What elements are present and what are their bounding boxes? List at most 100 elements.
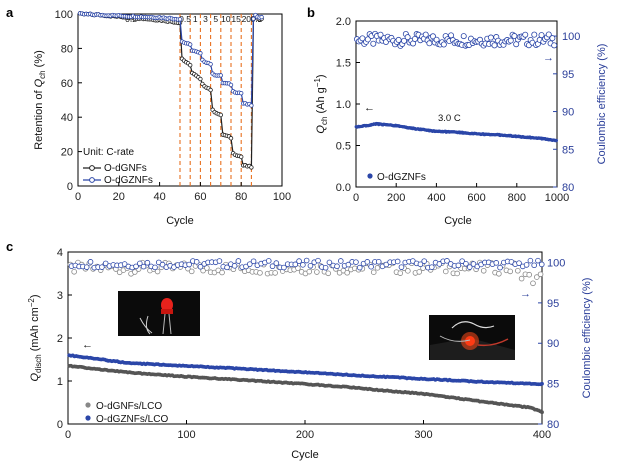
ce-point bbox=[487, 34, 494, 41]
ce-point-blue bbox=[436, 261, 443, 267]
ce-point bbox=[531, 31, 538, 38]
ce-point-gray bbox=[344, 269, 350, 276]
ce-point-gray bbox=[496, 270, 502, 277]
led-base-left bbox=[161, 309, 173, 314]
ce-point-gray bbox=[480, 267, 487, 274]
panel-a-ylabel: Retention of Qch (%) bbox=[33, 50, 47, 150]
x-tick-label: 40 bbox=[153, 191, 165, 203]
ce-point-gray bbox=[515, 267, 521, 274]
y2-tick-label: 85 bbox=[562, 144, 574, 156]
rate-label: 5 bbox=[213, 14, 218, 24]
x-tick-label: 1000 bbox=[545, 192, 569, 204]
ce-point-gray bbox=[370, 269, 377, 276]
panel-a-xlabel: Cycle bbox=[166, 215, 194, 227]
series-point bbox=[251, 16, 256, 21]
ce-point-blue bbox=[159, 261, 166, 268]
led-photo-left bbox=[118, 291, 200, 336]
ce-point-blue bbox=[345, 261, 352, 268]
wire-right-1 bbox=[451, 321, 495, 329]
ce-point-blue bbox=[459, 258, 465, 264]
series-point bbox=[218, 73, 223, 78]
led-bulb-left bbox=[161, 298, 173, 312]
x-tick-label: 20 bbox=[113, 191, 125, 203]
panel-b-chart: b 0 200 400 600 800 1000 0.0 0.5 1.0 1.5 2.0 80 85… bbox=[307, 5, 608, 227]
rate-label: 0.5 bbox=[179, 14, 191, 24]
ce-point-gray bbox=[325, 270, 332, 277]
ce-point-gray bbox=[295, 265, 301, 271]
ce-point bbox=[522, 31, 529, 38]
ce-point-blue bbox=[356, 264, 363, 271]
led-photo-left-bg bbox=[118, 291, 200, 336]
capacity-point-blue bbox=[540, 381, 544, 386]
wire-right-2 bbox=[439, 335, 471, 342]
y2-tick-label: 80 bbox=[562, 182, 574, 194]
ce-point-blue bbox=[353, 259, 359, 265]
ce-point-blue bbox=[322, 264, 329, 271]
series-point bbox=[228, 136, 234, 141]
series-point bbox=[198, 51, 203, 56]
ce-point-blue bbox=[269, 263, 276, 270]
ce-point-blue bbox=[152, 264, 158, 271]
ce-point-blue bbox=[300, 262, 306, 268]
x-tick-label: 0 bbox=[353, 192, 359, 204]
panel-b-ylabel: Qch (Ah g−1) bbox=[313, 74, 329, 133]
ce-point-gray bbox=[518, 275, 525, 282]
ce-point-blue bbox=[186, 261, 192, 268]
panel-c-legend-marker-0 bbox=[85, 402, 91, 408]
series-point bbox=[259, 14, 264, 20]
led-lead-left-2 bbox=[168, 313, 172, 335]
ce-point-blue bbox=[493, 260, 500, 266]
rate-label: 20 bbox=[242, 14, 252, 24]
x-tick-label: 200 bbox=[387, 192, 405, 204]
ce-point bbox=[491, 42, 498, 49]
ce-point-blue bbox=[137, 260, 143, 267]
ce-point bbox=[364, 36, 371, 43]
ce-point bbox=[460, 33, 467, 40]
ce-point-gray bbox=[397, 270, 404, 276]
y-tick-label: 0.0 bbox=[336, 182, 351, 194]
ce-point-blue bbox=[523, 262, 530, 268]
x-tick-label: 800 bbox=[508, 192, 526, 204]
x-tick-label: 80 bbox=[235, 191, 247, 203]
ce-point-blue bbox=[398, 264, 405, 270]
panel-b-annotation: 3.0 C bbox=[438, 113, 461, 124]
ce-point-blue bbox=[265, 258, 272, 264]
ce-point-gray bbox=[188, 268, 195, 275]
y-tick-label: 60 bbox=[61, 78, 73, 90]
x-tick-label: 0 bbox=[75, 191, 81, 203]
x-tick-label: 0 bbox=[65, 429, 71, 441]
rate-label: 3 bbox=[203, 14, 208, 24]
ce-point-blue bbox=[428, 264, 435, 270]
ce-point-blue bbox=[193, 259, 200, 265]
ce-point-blue bbox=[455, 262, 462, 269]
ce-point-blue bbox=[394, 258, 401, 265]
wire-left bbox=[139, 315, 153, 335]
panel-a-annotation: Unit: C-rate bbox=[83, 147, 135, 158]
ce-point-blue bbox=[281, 264, 287, 271]
ce-point-gray bbox=[526, 271, 533, 278]
panel-b-xlabel: Cycle bbox=[444, 215, 472, 227]
ce-point-gray bbox=[537, 271, 544, 278]
ce-point-blue bbox=[133, 263, 139, 270]
ce-point-blue bbox=[140, 263, 147, 270]
ce-point bbox=[545, 31, 552, 38]
ce-point-gray bbox=[454, 270, 460, 277]
ce-point-blue bbox=[527, 257, 534, 264]
series-point bbox=[249, 103, 254, 108]
ce-point-gray bbox=[442, 268, 449, 275]
panel-c-y2label: Coulombic efficiency (%) bbox=[581, 278, 593, 399]
ce-point bbox=[370, 40, 377, 47]
series-point bbox=[198, 76, 203, 82]
ce-point bbox=[507, 37, 514, 44]
ce-point-gray bbox=[219, 269, 225, 276]
panel-c-legend-marker-1 bbox=[85, 415, 91, 421]
ce-point bbox=[359, 35, 366, 42]
y-tick-label: 80 bbox=[61, 43, 73, 55]
y2-tick-label: 90 bbox=[547, 338, 559, 350]
y-tick-label: 1 bbox=[57, 376, 63, 388]
ce-point-blue bbox=[216, 258, 223, 264]
ce-point-blue bbox=[337, 258, 344, 264]
y-tick-label: 3 bbox=[57, 290, 63, 302]
y-tick-label: 0 bbox=[67, 181, 73, 193]
